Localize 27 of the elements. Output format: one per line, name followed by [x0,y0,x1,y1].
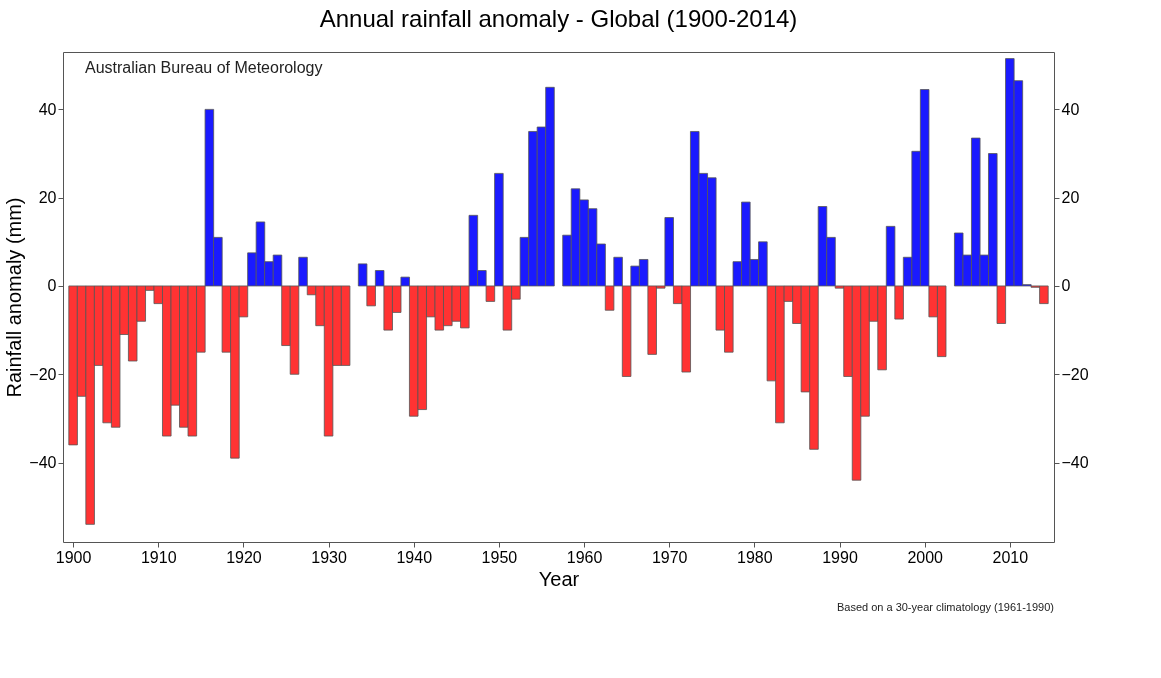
y-tick-label: 40 [38,100,57,118]
x-tick-label: 1930 [311,548,347,566]
x-tick-label: 1950 [481,548,518,566]
x-tick-label: 1990 [822,548,858,566]
y-axis-title: Rainfall anomaly (mm) [3,197,26,398]
y2-tick-label: 20 [1061,189,1080,207]
y-tick-label: −20 [29,365,57,383]
y2-tick-label: −20 [1061,365,1089,383]
x-tick-label: 1910 [140,548,177,566]
x-tick-label: 1960 [566,548,603,566]
y-tick-label: −40 [29,454,57,472]
y-tick-label: 20 [38,189,57,207]
chart-title: Annual rainfall anomaly - Global (1900-2014) [319,5,798,32]
x-tick-label: 1920 [226,548,262,566]
y2-tick-label: 40 [1061,100,1080,118]
annotation: Australian Bureau of Meteorology [85,59,323,76]
x-tick-label: 1980 [737,548,773,566]
text: Based on a 30-year climatology (1961-1990) [836,601,1054,613]
x-tick-label: 1900 [55,548,92,566]
x-tick-label: 2010 [992,548,1029,566]
y2-tick-label: −40 [1061,454,1089,472]
x-tick-label: 1940 [396,548,433,566]
y2-tick-label: 0 [1061,277,1071,295]
x-tick-label: 2000 [907,548,944,566]
y-tick-label: 0 [47,277,57,295]
x-tick-label: 1970 [651,548,688,566]
x-axis-title: Year [538,567,580,590]
